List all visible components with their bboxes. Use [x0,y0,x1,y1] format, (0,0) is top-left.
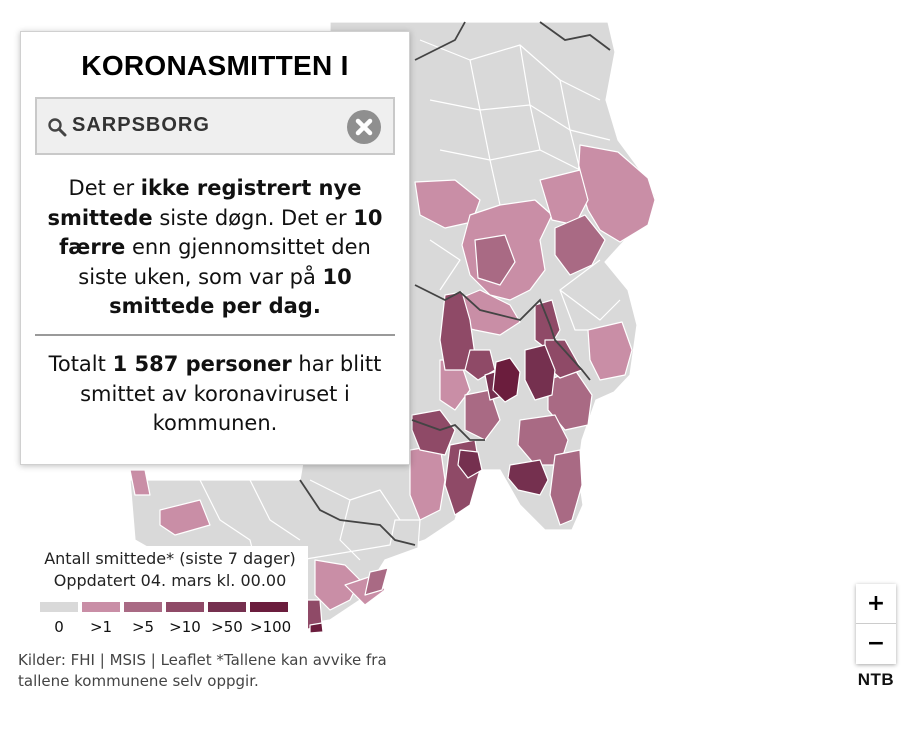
municipality-search[interactable]: SARPSBORG [35,97,395,155]
search-icon [48,118,67,137]
legend-label: >50 [211,618,243,636]
municipality-region[interactable] [409,444,446,521]
legend-item: >50 [208,602,246,636]
municipality-region[interactable] [554,214,606,276]
legend-swatch [124,602,162,612]
municipality-region[interactable] [411,409,456,456]
legend-swatch [208,602,246,612]
municipality-region[interactable] [364,567,389,596]
legend-swatch [82,602,120,612]
info-panel: KORONASMITTEN I SARPSBORG Det er ikke re… [20,31,410,465]
municipality-region[interactable] [549,449,583,526]
legend-item: >1 [82,602,120,636]
close-circle-icon [355,118,373,136]
county-border [299,479,416,546]
sources-note: Kilder: FHI | MSIS | Leaflet *Tallene ka… [18,651,387,690]
legend-swatch [166,602,204,612]
municipality-boundary [559,289,588,331]
municipality-region[interactable] [159,499,211,536]
municipality-boundary [559,259,621,321]
zoom-in-button[interactable]: + [856,584,896,624]
county-border [539,21,611,51]
legend-swatch [40,602,78,612]
legend-updated: Oppdatert 04. mars kl. 00.00 [53,571,287,590]
panel-title: KORONASMITTEN I [81,50,349,81]
zoom-out-button[interactable]: − [866,631,886,656]
municipality-region[interactable] [587,321,633,381]
legend-item: >5 [124,602,162,636]
legend-label: >100 [250,618,292,636]
municipality-boundary [339,499,361,561]
zoom-control: + − [856,584,896,664]
municipality-region[interactable] [492,357,521,403]
ntb-logo: NTB [857,670,895,689]
municipality-region[interactable] [129,469,151,496]
municipality-boundary [429,239,461,291]
municipality-boundary [309,479,401,521]
county-border [414,21,466,61]
legend-item: >100 [250,602,292,636]
clear-search-button[interactable] [347,110,381,144]
municipality-region[interactable] [524,344,556,401]
legend-title: Antall smittede* (siste 7 dager) [44,549,296,568]
legend-label: >1 [89,618,113,636]
legend-item: 0 [40,602,78,636]
legend-label: >5 [131,618,155,636]
municipality-region[interactable] [309,622,324,634]
municipality-boundary [249,479,301,541]
municipality-boundary [469,59,501,206]
legend-label: >10 [169,618,201,636]
municipality-boundary [559,79,581,171]
legend-item: >10 [166,602,204,636]
municipality-boundary [519,44,541,151]
municipality-region[interactable] [464,389,501,441]
municipality-region[interactable] [507,459,549,496]
daily-summary: Det er ikke registrert nye smittede sist… [47,176,383,318]
search-input[interactable]: SARPSBORG [72,114,210,136]
map-legend: Antall smittede* (siste 7 dager) Oppdate… [32,546,308,642]
municipality-region[interactable] [539,169,589,226]
legend-swatch [250,602,288,612]
county-border [414,284,591,381]
total-summary: Totalt 1 587 personer har blitt smittet … [48,352,382,435]
divider [35,334,395,336]
municipality-region[interactable] [314,559,361,611]
municipality-region[interactable] [474,234,516,286]
county-border [411,419,485,441]
municipality-boundary [439,149,581,171]
legend-label: 0 [54,618,64,636]
municipality-region[interactable] [457,449,483,479]
